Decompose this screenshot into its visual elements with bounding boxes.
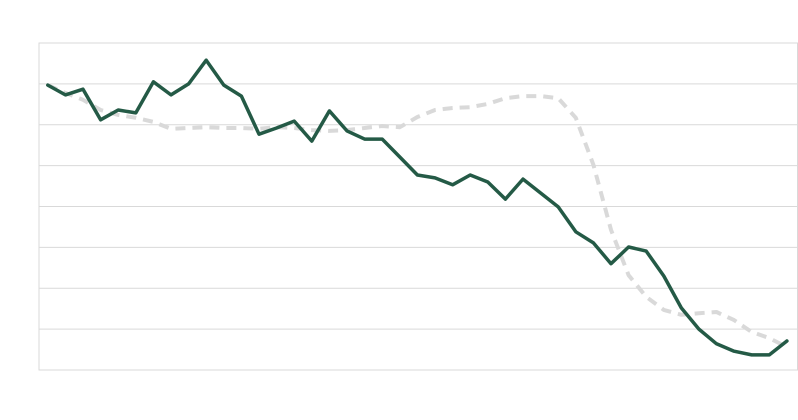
line-series xyxy=(46,58,789,357)
line-series xyxy=(46,83,788,349)
